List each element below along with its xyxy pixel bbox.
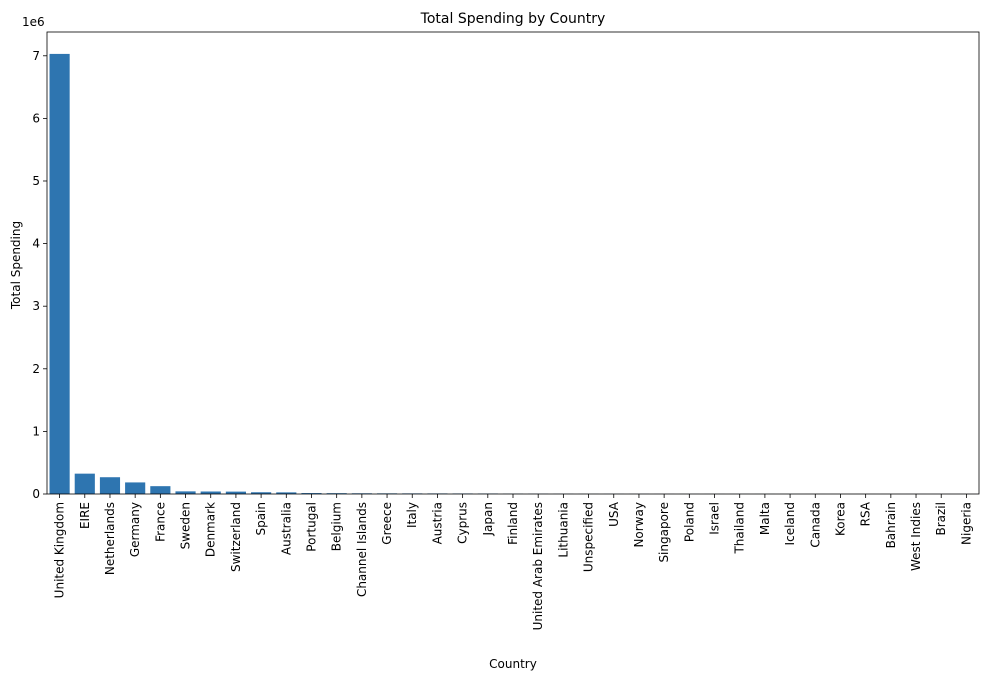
x-tick-label: EIRE [78, 502, 92, 529]
bar [99, 477, 121, 494]
bar [74, 473, 95, 494]
x-tick-label: Germany [128, 502, 142, 557]
x-tick-label: Iceland [783, 502, 797, 545]
x-tick-label: Greece [380, 502, 394, 545]
y-tick-label: 0 [32, 487, 40, 501]
x-tick-label: Singapore [657, 502, 671, 563]
x-tick-label: Korea [833, 502, 847, 536]
bar [150, 486, 171, 494]
x-tick-label: Bahrain [884, 502, 898, 548]
bar [225, 491, 246, 494]
x-axis-label: Country [489, 657, 537, 671]
y-axis-label: Total Spending [9, 221, 23, 310]
bar [125, 482, 146, 494]
y-axis-ticks: 0 1 2 3 4 5 6 7 [32, 49, 47, 501]
x-tick-label: Japan [481, 502, 495, 536]
x-tick-label: Israel [708, 502, 722, 535]
bars-group [49, 53, 977, 494]
x-tick-label: Malta [758, 502, 772, 535]
x-tick-label: Australia [279, 502, 293, 555]
x-tick-label: Sweden [179, 502, 193, 549]
y-tick-label: 1 [32, 424, 40, 438]
x-tick-label: USA [607, 501, 621, 527]
bar [175, 491, 196, 494]
plot-frame [46, 31, 980, 495]
x-tick-label: Italy [405, 502, 419, 528]
x-tick-label: Thailand [733, 502, 747, 555]
x-tick-label: Canada [808, 502, 822, 548]
x-tick-label: Lithuania [556, 502, 570, 558]
x-tick-label: Norway [632, 502, 646, 548]
y-tick-label: 5 [32, 174, 40, 188]
x-tick-label: West Indies [909, 502, 923, 571]
x-tick-label: RSA [859, 501, 873, 526]
x-tick-label: Finland [506, 502, 520, 545]
x-tick-label: Switzerland [229, 502, 243, 572]
x-tick-label: Poland [682, 502, 696, 542]
y-tick-label: 2 [32, 362, 40, 376]
x-tick-label: Netherlands [103, 502, 117, 575]
y-tick-label: 3 [32, 299, 40, 313]
y-tick-label: 7 [32, 49, 40, 63]
x-tick-label: Unspecified [582, 502, 596, 572]
x-axis-ticks: United Kingdom EIRE Netherlands Germany Fran… [53, 494, 973, 630]
x-tick-label: Nigeria [959, 502, 973, 545]
x-tick-label: Cyprus [456, 502, 470, 544]
x-tick-label: Spain [254, 502, 268, 536]
x-tick-label: Denmark [204, 502, 218, 557]
x-tick-label: United Kingdom [53, 502, 67, 598]
x-tick-label: Channel Islands [355, 502, 369, 597]
bar [251, 492, 272, 494]
y-tick-label: 4 [32, 237, 40, 251]
bar [301, 493, 322, 494]
x-tick-label: Brazil [934, 502, 948, 536]
x-tick-label: Austria [430, 502, 444, 544]
bar [326, 493, 347, 494]
bar [200, 491, 221, 494]
y-axis-offset-label: 1e6 [22, 15, 45, 29]
bar [276, 492, 297, 494]
x-tick-label: Belgium [330, 502, 344, 551]
x-tick-label: United Arab Emirates [531, 502, 545, 630]
chart-title: Total Spending by Country [420, 11, 606, 27]
x-tick-label: Portugal [304, 502, 318, 552]
x-tick-label: France [153, 502, 167, 542]
y-tick-label: 6 [32, 111, 40, 125]
bar [49, 53, 70, 494]
